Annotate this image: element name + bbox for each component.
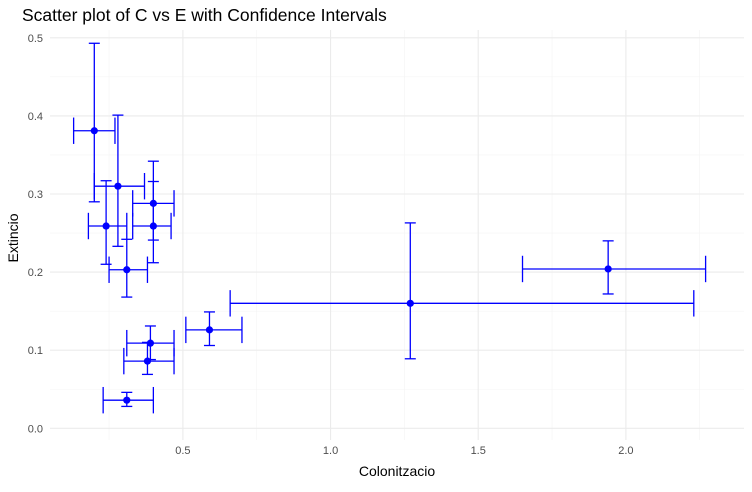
y-tick-label: 0.2: [28, 267, 43, 279]
data-point: [143, 357, 152, 365]
data-points: [90, 127, 612, 404]
data-point: [146, 339, 155, 347]
x-tick-label: 0.5: [175, 445, 190, 457]
data-point: [149, 222, 157, 230]
data-point: [149, 199, 157, 207]
y-tick-label: 0.0: [28, 423, 43, 435]
data-point: [114, 182, 122, 190]
error-bars: [72, 42, 707, 414]
y-tick-label: 0.3: [28, 189, 43, 201]
data-point: [406, 299, 414, 307]
x-axis-ticks: 0.5 1.0 1.5 2.0: [175, 445, 633, 457]
chart-title: Scatter plot of C vs E with Confidence I…: [22, 5, 387, 25]
data-point: [90, 127, 98, 135]
data-point: [205, 326, 214, 334]
x-axis-title: Colonitzacio: [359, 463, 435, 479]
x-tick-label: 2.0: [618, 445, 633, 457]
data-point: [604, 265, 612, 273]
y-axis-title: Extincio: [5, 213, 21, 262]
grid-lines: [50, 30, 744, 440]
data-point: [102, 222, 110, 230]
y-tick-label: 0.5: [28, 33, 43, 45]
y-axis-ticks: 0.0 0.1 0.2 0.3 0.4 0.5: [28, 33, 43, 435]
y-tick-label: 0.4: [28, 111, 43, 123]
x-tick-label: 1.5: [471, 445, 486, 457]
data-point: [123, 266, 131, 274]
x-tick-label: 1.0: [323, 445, 338, 457]
data-point: [123, 396, 131, 404]
y-tick-label: 0.1: [28, 345, 43, 357]
